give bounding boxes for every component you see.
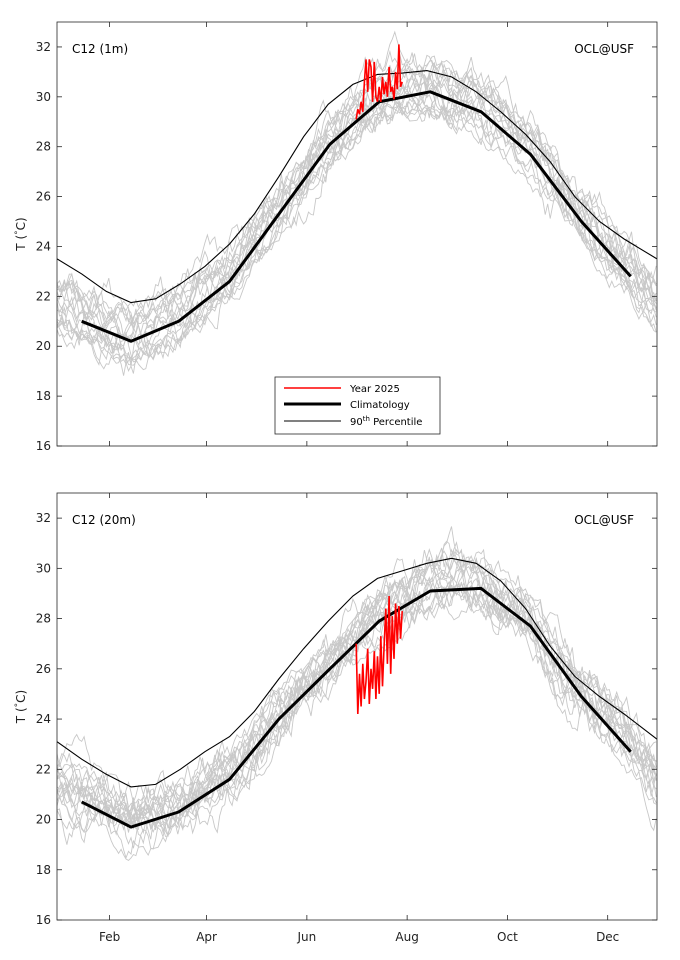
historical-trace: [57, 547, 657, 830]
y-tick-label: 32: [36, 40, 51, 54]
series-year-2025: [355, 595, 403, 715]
series-year-2025: [355, 44, 403, 120]
y-tick-label: 30: [36, 90, 51, 104]
series-90th-percentile: [57, 70, 657, 304]
y-tick-label: 32: [36, 511, 51, 525]
plot-area: [57, 30, 657, 376]
y-tick-label: 20: [36, 339, 51, 353]
historical-trace: [57, 563, 657, 816]
x-tick-label: Dec: [596, 930, 619, 944]
legend-label: 90th Percentile: [350, 415, 422, 428]
legend-label: Climatology: [350, 400, 410, 411]
plot-frame: [56, 492, 658, 921]
y-tick-label: 28: [36, 140, 51, 154]
x-tick-label: Oct: [497, 930, 518, 944]
panel-2: 16 18 20 22 24 26 28 30 32 Feb Apr Jun Aug Oct Dec C12 …: [14, 492, 658, 944]
x-tick-label: Feb: [99, 930, 120, 944]
y-tick-label: 16: [36, 913, 51, 927]
y-tick-label: 26: [36, 662, 51, 676]
y-tick-label: 16: [36, 439, 51, 453]
historical-trace: [57, 103, 657, 366]
y-axis-label: T (°C): [14, 217, 28, 251]
series-climatology: [81, 586, 632, 829]
series-90th-percentile: [57, 557, 657, 788]
historical-trace: [57, 101, 657, 371]
x-tick-label: Aug: [395, 930, 418, 944]
credit-label: OCL@USF: [574, 42, 634, 56]
y-tick-label: 18: [36, 389, 51, 403]
y-tick-label: 24: [36, 239, 51, 253]
historical-trace: [57, 55, 657, 327]
series-climatology: [81, 90, 632, 343]
y-axis-label: T (°C): [14, 690, 28, 724]
historical-trace: [57, 63, 657, 360]
x-tick-label: Jun: [296, 930, 316, 944]
y-tick-label: 28: [36, 612, 51, 626]
historical-trace: [57, 548, 657, 833]
legend: Year 2025 Climatology 90th Percentile: [274, 376, 441, 435]
y-tick-label: 22: [36, 762, 51, 776]
y-tick-label: 22: [36, 289, 51, 303]
y-tick-label: 18: [36, 863, 51, 877]
plot-area: [57, 526, 657, 861]
historical-trace: [57, 105, 657, 370]
y-tick-label: 30: [36, 561, 51, 575]
y-tick-label: 26: [36, 190, 51, 204]
panel-label: C12 (1m): [72, 42, 128, 56]
historical-trace: [57, 96, 657, 361]
legend-label: Year 2025: [349, 384, 400, 395]
panel-label: C12 (20m): [72, 513, 136, 527]
y-tick-label: 20: [36, 813, 51, 827]
historical-trace: [57, 61, 657, 332]
panel-1: 16 18 20 22 24 26 28 30 32 C12 (1m) OCL@USF T (°C) Y…: [14, 21, 658, 453]
credit-label: OCL@USF: [574, 513, 634, 527]
plot-frame: [56, 21, 658, 447]
y-tick-label: 24: [36, 712, 51, 726]
historical-trace: [57, 30, 657, 336]
x-tick-label: Apr: [196, 930, 217, 944]
